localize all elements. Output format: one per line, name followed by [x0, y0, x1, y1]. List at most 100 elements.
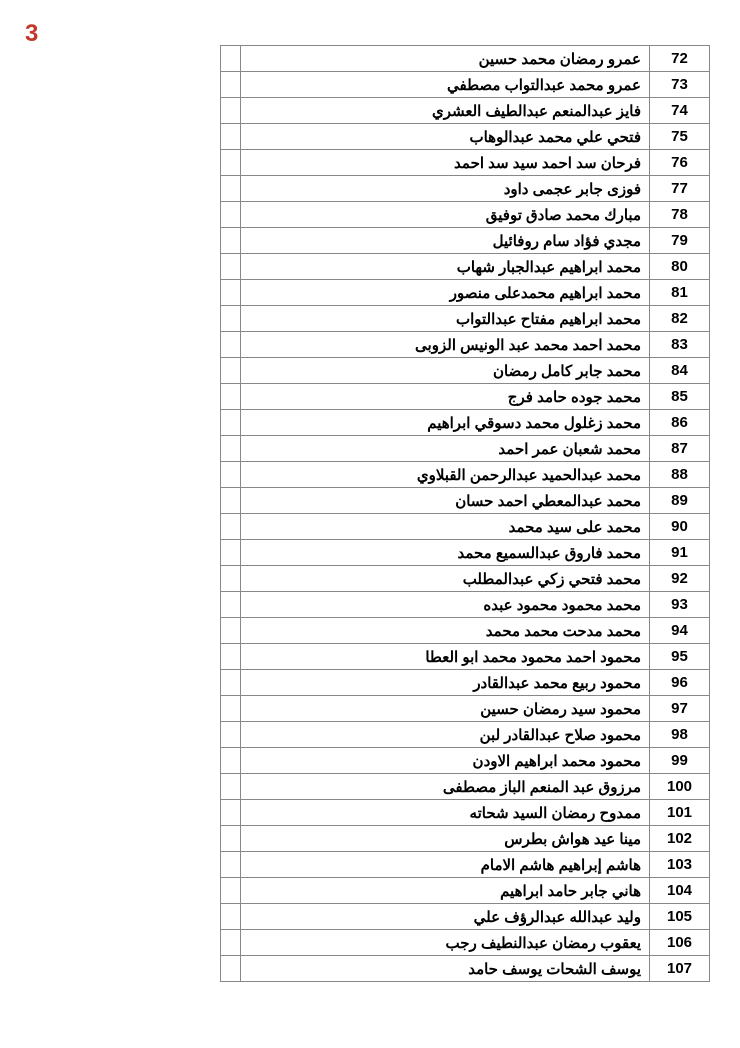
row-empty	[221, 280, 241, 306]
row-name: هاني جابر حامد ابراهيم	[241, 878, 650, 904]
row-empty	[221, 696, 241, 722]
row-name: هاشم إبراهيم هاشم الامام	[241, 852, 650, 878]
table-row: 74فايز عبدالمنعم عبدالطيف العشري	[221, 98, 710, 124]
table-row: 73عمرو محمد عبدالتواب مصطفي	[221, 72, 710, 98]
row-empty	[221, 956, 241, 982]
row-empty	[221, 306, 241, 332]
row-empty	[221, 436, 241, 462]
table-row: 104هاني جابر حامد ابراهيم	[221, 878, 710, 904]
row-empty	[221, 904, 241, 930]
table-row: 92محمد فتحي زكي عبدالمطلب	[221, 566, 710, 592]
row-number: 95	[650, 644, 710, 670]
table-row: 102مينا عيد هواش بطرس	[221, 826, 710, 852]
row-empty	[221, 358, 241, 384]
row-number: 72	[650, 46, 710, 72]
row-name: محمد جوده حامد فرج	[241, 384, 650, 410]
row-number: 92	[650, 566, 710, 592]
row-number: 99	[650, 748, 710, 774]
row-number: 82	[650, 306, 710, 332]
row-number: 91	[650, 540, 710, 566]
row-name: محمد ابراهيم عبدالجبار شهاب	[241, 254, 650, 280]
row-empty	[221, 254, 241, 280]
row-number: 103	[650, 852, 710, 878]
row-name: محمد محمود محمود عبده	[241, 592, 650, 618]
row-empty	[221, 332, 241, 358]
row-empty	[221, 150, 241, 176]
row-number: 90	[650, 514, 710, 540]
row-empty	[221, 826, 241, 852]
row-number: 74	[650, 98, 710, 124]
table-row: 80محمد ابراهيم عبدالجبار شهاب	[221, 254, 710, 280]
row-name: محمد زغلول محمد دسوقي ابراهيم	[241, 410, 650, 436]
row-empty	[221, 566, 241, 592]
table-row: 88محمد عبدالحميد عبدالرحمن القبلاوي	[221, 462, 710, 488]
row-number: 97	[650, 696, 710, 722]
row-name: محمد ابراهيم مفتاح عبدالتواب	[241, 306, 650, 332]
table-row: 84محمد جابر كامل رمضان	[221, 358, 710, 384]
row-number: 80	[650, 254, 710, 280]
row-empty	[221, 384, 241, 410]
row-empty	[221, 228, 241, 254]
row-number: 98	[650, 722, 710, 748]
row-empty	[221, 774, 241, 800]
row-number: 77	[650, 176, 710, 202]
table-row: 100مرزوق عبد المنعم الباز مصطفى	[221, 774, 710, 800]
row-number: 93	[650, 592, 710, 618]
row-name: محمد مدحت محمد محمد	[241, 618, 650, 644]
row-empty	[221, 488, 241, 514]
row-name: محمد ابراهيم محمدعلى منصور	[241, 280, 650, 306]
row-empty	[221, 800, 241, 826]
table-row: 90محمد على سيد محمد	[221, 514, 710, 540]
row-name: محمد على سيد محمد	[241, 514, 650, 540]
row-name: فوزى جابر عجمى داود	[241, 176, 650, 202]
table-row: 75فتحي علي محمد عبدالوهاب	[221, 124, 710, 150]
row-name: محمود صلاح عبدالقادر لبن	[241, 722, 650, 748]
row-empty	[221, 124, 241, 150]
table-row: 106يعقوب رمضان عبدالنطيف رجب	[221, 930, 710, 956]
row-number: 75	[650, 124, 710, 150]
row-name: محمد شعبان عمر احمد	[241, 436, 650, 462]
row-empty	[221, 878, 241, 904]
row-empty	[221, 670, 241, 696]
table-row: 91محمد فاروق عبدالسميع محمد	[221, 540, 710, 566]
table-row: 86محمد زغلول محمد دسوقي ابراهيم	[221, 410, 710, 436]
row-number: 87	[650, 436, 710, 462]
row-number: 78	[650, 202, 710, 228]
table-row: 99محمود محمد ابراهيم الاودن	[221, 748, 710, 774]
row-number: 102	[650, 826, 710, 852]
row-number: 73	[650, 72, 710, 98]
table-row: 79مجدي فؤاد سام روفائيل	[221, 228, 710, 254]
row-name: مبارك محمد صادق توفيق	[241, 202, 650, 228]
row-name: محمود محمد ابراهيم الاودن	[241, 748, 650, 774]
row-name: ممدوح رمضان السيد شحاته	[241, 800, 650, 826]
table-row: 103هاشم إبراهيم هاشم الامام	[221, 852, 710, 878]
table-row: 82محمد ابراهيم مفتاح عبدالتواب	[221, 306, 710, 332]
row-empty	[221, 514, 241, 540]
row-name: مرزوق عبد المنعم الباز مصطفى	[241, 774, 650, 800]
table-row: 87محمد شعبان عمر احمد	[221, 436, 710, 462]
row-empty	[221, 852, 241, 878]
row-name: محمود احمد محمود محمد ابو العطا	[241, 644, 650, 670]
row-empty	[221, 46, 241, 72]
table-row: 95محمود احمد محمود محمد ابو العطا	[221, 644, 710, 670]
row-name: يعقوب رمضان عبدالنطيف رجب	[241, 930, 650, 956]
row-name: محمد عبدالمعطي احمد حسان	[241, 488, 650, 514]
row-number: 86	[650, 410, 710, 436]
names-table: 72عمرو رمضان محمد حسين73عمرو محمد عبدالت…	[220, 45, 710, 982]
row-number: 106	[650, 930, 710, 956]
table-row: 98محمود صلاح عبدالقادر لبن	[221, 722, 710, 748]
row-number: 94	[650, 618, 710, 644]
row-number: 84	[650, 358, 710, 384]
row-empty	[221, 748, 241, 774]
row-number: 105	[650, 904, 710, 930]
row-name: فرحان سد احمد سيد سد احمد	[241, 150, 650, 176]
page-number: 3	[25, 20, 38, 48]
row-number: 101	[650, 800, 710, 826]
row-name: مجدي فؤاد سام روفائيل	[241, 228, 650, 254]
row-name: محمد عبدالحميد عبدالرحمن القبلاوي	[241, 462, 650, 488]
row-empty	[221, 98, 241, 124]
row-empty	[221, 176, 241, 202]
row-name: محمد احمد محمد عبد الونيس الزوبى	[241, 332, 650, 358]
row-empty	[221, 410, 241, 436]
table-row: 78مبارك محمد صادق توفيق	[221, 202, 710, 228]
